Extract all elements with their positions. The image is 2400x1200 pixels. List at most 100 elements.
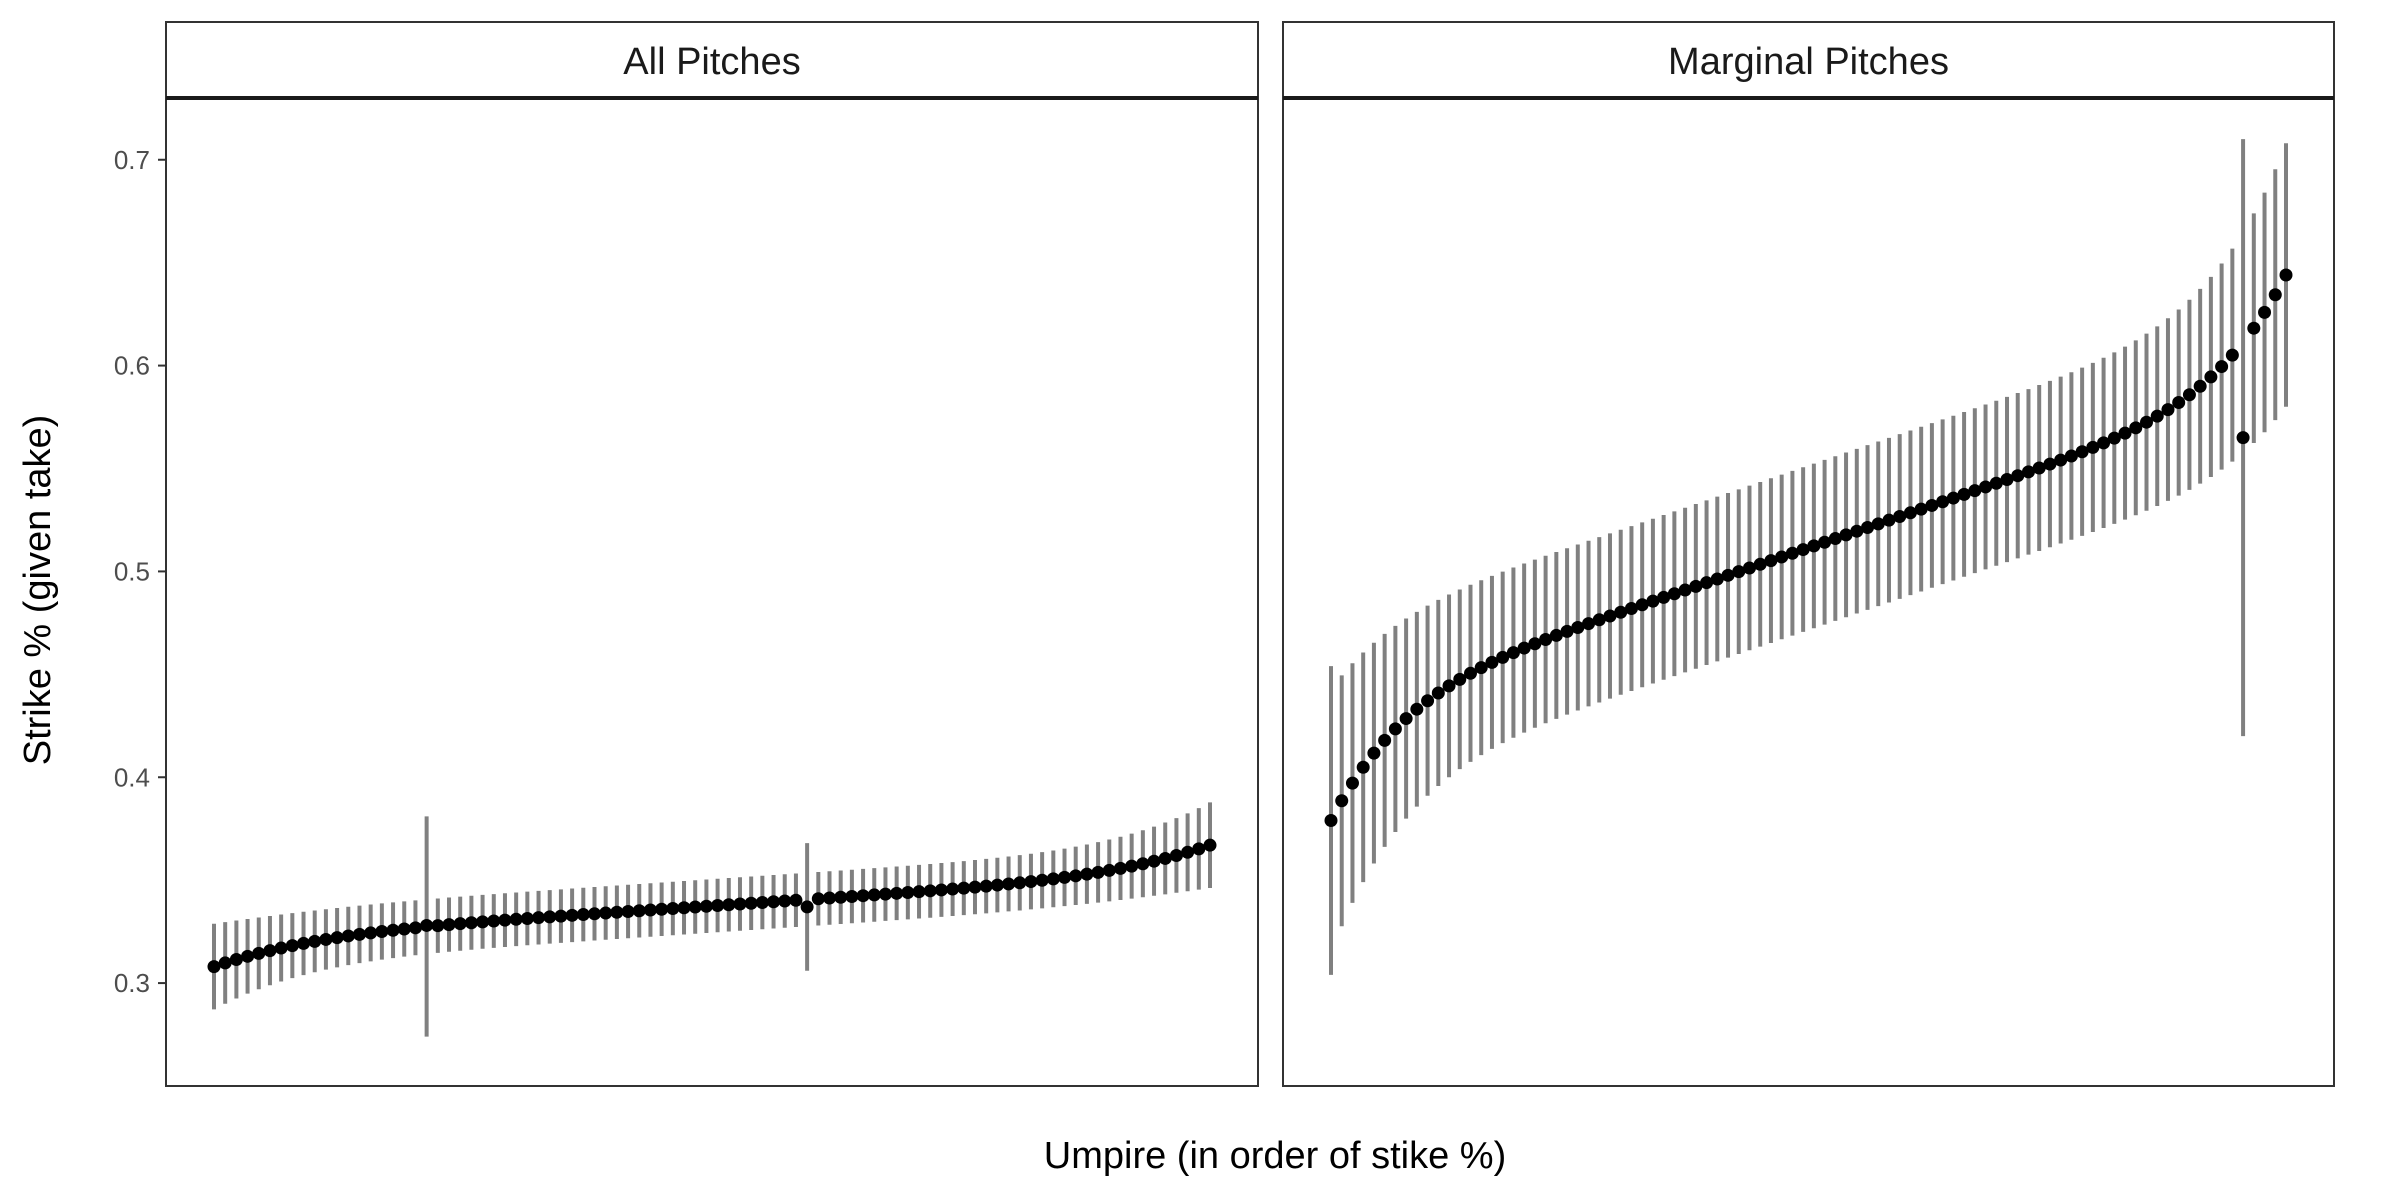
umpire-point	[1378, 733, 1392, 747]
panel-marginal-pitches: Marginal Pitches	[1282, 21, 2335, 1087]
umpire-point	[1560, 624, 1574, 638]
umpire-point	[800, 900, 814, 914]
umpire-point	[923, 884, 937, 898]
umpire-point	[599, 906, 613, 920]
umpire-point	[2129, 421, 2143, 435]
y-axis-title: Strike % (given take)	[17, 415, 59, 766]
umpire-point	[867, 888, 881, 902]
umpire-point	[1388, 722, 1402, 736]
umpire-point	[946, 882, 960, 896]
umpire-point	[1957, 487, 1971, 501]
umpire-point	[1113, 861, 1127, 875]
umpire-point	[207, 960, 221, 974]
umpire-point	[1721, 568, 1735, 582]
umpire-point	[2118, 426, 2132, 440]
umpire-point	[1013, 876, 1027, 890]
umpire-point	[330, 931, 344, 945]
umpire-point	[2097, 436, 2111, 450]
x-axis-title: Umpire (in order of stike %)	[1044, 1135, 1506, 1177]
facet-label: Marginal Pitches	[1668, 41, 1949, 83]
umpire-point	[587, 907, 601, 921]
umpire-point	[2161, 403, 2175, 417]
umpire-point	[1678, 583, 1692, 597]
umpire-point	[1345, 776, 1359, 790]
umpire-point	[1785, 546, 1799, 560]
umpire-point	[2064, 449, 2078, 463]
umpire-point	[1732, 565, 1746, 579]
umpire-point	[856, 889, 870, 903]
umpire-point	[1646, 594, 1660, 608]
umpire-point	[2172, 396, 2186, 410]
y-tick-label: 0.3	[114, 968, 150, 998]
umpire-point	[554, 909, 568, 923]
umpire-point	[1936, 495, 1950, 509]
umpire-point	[565, 908, 579, 922]
umpire-point	[252, 946, 266, 960]
umpire-point	[2258, 305, 2272, 319]
umpire-point	[968, 880, 982, 894]
umpire-point	[1796, 543, 1810, 557]
umpire-point	[274, 941, 288, 955]
umpire-point	[834, 890, 848, 904]
umpire-point	[319, 932, 333, 946]
umpire-point	[498, 913, 512, 927]
umpire-point	[621, 905, 635, 919]
umpire-point	[1356, 760, 1370, 774]
umpire-point	[1463, 666, 1477, 680]
umpire-point	[408, 921, 422, 935]
umpire-point	[1989, 476, 2003, 490]
umpire-point	[1700, 576, 1714, 590]
umpire-point	[2225, 348, 2239, 362]
umpire-point	[1850, 524, 1864, 538]
umpire-point	[1517, 641, 1531, 655]
umpire-point	[1528, 637, 1542, 651]
umpire-point	[744, 896, 758, 910]
umpire-point	[263, 944, 277, 958]
umpire-point	[1614, 605, 1628, 619]
umpire-point	[1147, 854, 1161, 868]
umpire-point	[532, 911, 546, 925]
umpire-point	[1335, 794, 1349, 808]
y-tick-label: 0.6	[114, 351, 150, 381]
umpire-point	[229, 953, 243, 967]
umpire-point	[901, 886, 915, 900]
umpire-point	[1496, 650, 1510, 664]
umpire-point	[1102, 863, 1116, 877]
umpire-point	[1775, 550, 1789, 564]
umpire-point	[2150, 409, 2164, 423]
umpire-point	[912, 885, 926, 899]
umpire-point	[2011, 469, 2025, 483]
umpire-point	[1807, 539, 1821, 553]
umpire-point	[1818, 535, 1832, 549]
umpire-point	[1914, 502, 1928, 516]
umpire-point	[1635, 598, 1649, 612]
umpire-point	[341, 929, 355, 943]
umpire-point	[1203, 838, 1217, 852]
umpire-point	[1367, 746, 1381, 760]
umpire-point	[1474, 661, 1488, 675]
umpire-point	[957, 881, 971, 895]
umpire-point	[308, 934, 322, 948]
umpire-point	[464, 916, 478, 930]
umpire-point	[1158, 851, 1172, 865]
umpire-point	[1399, 712, 1413, 726]
facet-label: All Pitches	[623, 41, 800, 83]
umpire-point	[990, 878, 1004, 892]
umpire-point	[778, 894, 792, 908]
umpire-point	[755, 896, 769, 910]
umpire-point	[1453, 672, 1467, 686]
umpire-point	[1624, 602, 1638, 616]
umpire-point	[375, 925, 389, 939]
umpire-point	[811, 892, 825, 906]
umpire-point	[1968, 484, 1982, 498]
umpire-point	[789, 893, 803, 907]
umpire-point	[1742, 561, 1756, 575]
umpire-point	[2054, 453, 2068, 467]
umpire-point	[823, 891, 837, 905]
umpire-point	[2075, 445, 2089, 459]
umpire-point	[1035, 873, 1049, 887]
umpire-point	[666, 902, 680, 916]
umpire-point	[386, 923, 400, 937]
umpire-point	[610, 905, 624, 919]
umpire-point	[520, 911, 534, 925]
